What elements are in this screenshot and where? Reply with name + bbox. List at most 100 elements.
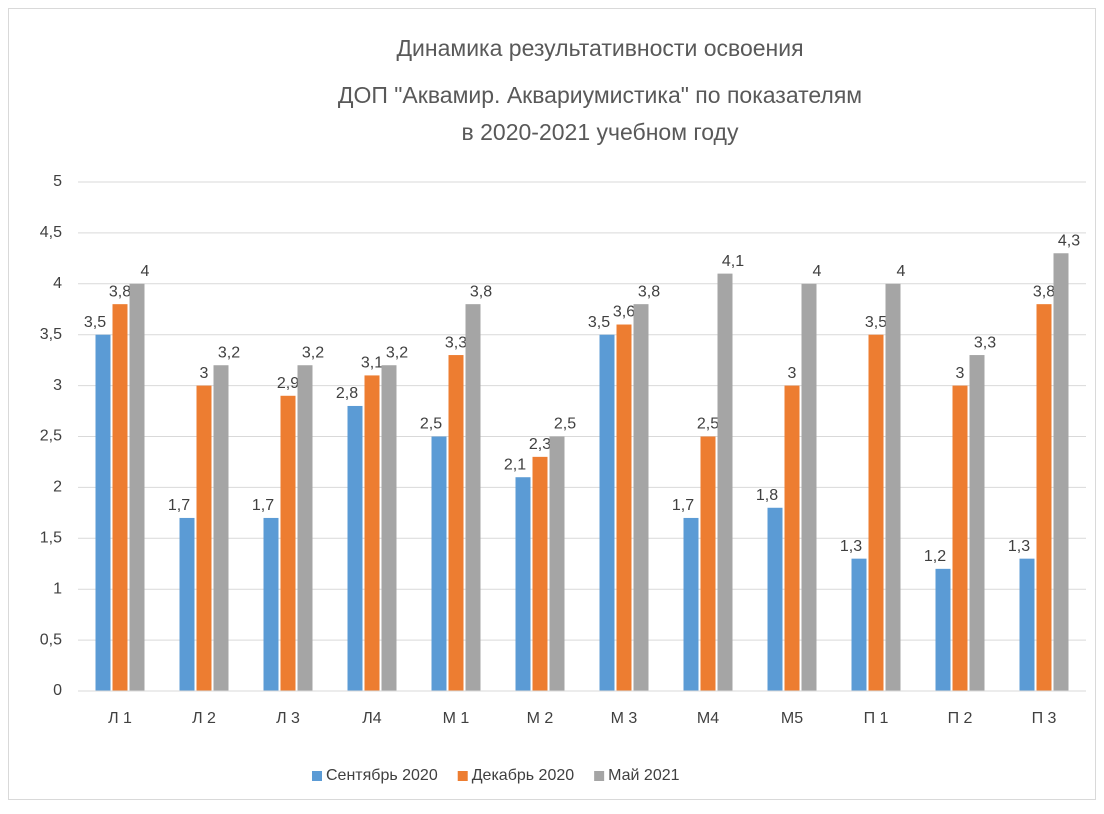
y-tick-label: 2 bbox=[53, 479, 62, 496]
bar bbox=[549, 436, 565, 691]
data-label: 1,7 bbox=[168, 497, 190, 514]
data-label: 3,5 bbox=[84, 314, 106, 331]
data-label: 3,3 bbox=[445, 334, 467, 351]
bar bbox=[213, 365, 229, 691]
legend-swatch bbox=[312, 771, 322, 781]
bar bbox=[599, 334, 615, 691]
bar bbox=[112, 304, 128, 691]
x-tick-label: Л4 bbox=[362, 710, 382, 727]
data-label: 2,1 bbox=[504, 456, 526, 473]
y-tick-label: 0,5 bbox=[40, 631, 62, 648]
x-tick-label: М 3 bbox=[611, 710, 638, 727]
legend-swatch bbox=[594, 771, 605, 781]
bar bbox=[935, 568, 951, 691]
legend-swatch bbox=[457, 771, 468, 781]
data-label: 3,2 bbox=[302, 344, 324, 361]
data-label: 3 bbox=[956, 365, 965, 382]
data-label: 3,2 bbox=[218, 344, 240, 361]
bar bbox=[129, 283, 145, 691]
x-tick-label: П 2 bbox=[948, 710, 973, 727]
x-tick-label: Л 2 bbox=[192, 710, 216, 727]
data-label: 1,3 bbox=[1008, 538, 1030, 555]
y-tick-label: 1,5 bbox=[40, 530, 62, 547]
x-tick-label: М4 bbox=[697, 710, 719, 727]
bar bbox=[700, 436, 716, 691]
chart-title: Динамика результативности освоения bbox=[396, 35, 803, 61]
data-label: 3,2 bbox=[386, 344, 408, 361]
bar bbox=[885, 283, 901, 691]
bar bbox=[633, 304, 649, 691]
data-label: 2,9 bbox=[277, 375, 299, 392]
data-label: 4,1 bbox=[722, 253, 744, 270]
data-label: 1,7 bbox=[672, 497, 694, 514]
data-label: 3,6 bbox=[613, 304, 635, 321]
legend-label: Май 2021 bbox=[608, 767, 679, 784]
data-label: 1,8 bbox=[756, 487, 778, 504]
bar bbox=[717, 273, 733, 691]
bar bbox=[784, 385, 800, 691]
bar bbox=[95, 334, 111, 691]
bar bbox=[381, 365, 397, 691]
data-label: 2,8 bbox=[336, 385, 358, 402]
y-tick-label: 5 bbox=[53, 173, 62, 190]
data-label: 3,8 bbox=[109, 283, 131, 300]
legend-label: Декабрь 2020 bbox=[472, 767, 575, 784]
data-label: 3,8 bbox=[1033, 283, 1055, 300]
x-tick-label: П 3 bbox=[1032, 710, 1057, 727]
y-tick-label: 0 bbox=[53, 682, 62, 699]
bar bbox=[801, 283, 817, 691]
y-tick-label: 1 bbox=[53, 580, 62, 597]
x-tick-label: М 1 bbox=[443, 710, 470, 727]
bar bbox=[448, 355, 464, 691]
bar bbox=[952, 385, 968, 691]
data-label: 1,7 bbox=[252, 497, 274, 514]
bar bbox=[683, 517, 699, 691]
bar bbox=[767, 507, 783, 691]
data-label: 1,3 bbox=[840, 538, 862, 555]
data-label: 4 bbox=[813, 263, 822, 280]
data-label: 4,3 bbox=[1058, 232, 1080, 249]
data-label: 3,8 bbox=[470, 283, 492, 300]
bar bbox=[616, 324, 632, 691]
bar bbox=[431, 436, 447, 691]
legend-label: Сентябрь 2020 bbox=[326, 767, 438, 784]
data-label: 3 bbox=[200, 365, 209, 382]
bar bbox=[465, 304, 481, 691]
y-tick-label: 4,5 bbox=[40, 224, 62, 241]
x-tick-label: М5 bbox=[781, 710, 803, 727]
bar bbox=[263, 517, 279, 691]
bar bbox=[179, 517, 195, 691]
data-label: 3,1 bbox=[361, 355, 383, 372]
data-label: 1,2 bbox=[924, 548, 946, 565]
x-tick-label: Л 3 bbox=[276, 710, 300, 727]
data-label: 3 bbox=[788, 365, 797, 382]
bar bbox=[532, 456, 548, 691]
bar bbox=[1036, 304, 1052, 691]
y-tick-label: 3 bbox=[53, 377, 62, 394]
x-tick-label: П 1 bbox=[864, 710, 889, 727]
chart-title: ДОП "Аквамир. Аквариумистика" по показат… bbox=[338, 82, 862, 108]
bar bbox=[868, 334, 884, 691]
bar bbox=[297, 365, 313, 691]
data-label: 2,5 bbox=[420, 416, 442, 433]
data-label: 3,3 bbox=[974, 334, 996, 351]
bar bbox=[969, 355, 985, 691]
data-label: 3,8 bbox=[638, 283, 660, 300]
data-label: 3,5 bbox=[865, 314, 887, 331]
bar bbox=[515, 477, 531, 691]
data-label: 4 bbox=[141, 263, 150, 280]
data-label: 2,5 bbox=[697, 416, 719, 433]
y-tick-label: 4 bbox=[53, 275, 62, 292]
bar bbox=[1019, 558, 1035, 691]
x-tick-label: Л 1 bbox=[108, 710, 132, 727]
x-tick-label: М 2 bbox=[527, 710, 554, 727]
data-label: 3,5 bbox=[588, 314, 610, 331]
bar bbox=[1053, 253, 1069, 691]
data-label: 2,3 bbox=[529, 436, 551, 453]
y-tick-label: 2,5 bbox=[40, 428, 62, 445]
bar bbox=[364, 375, 380, 691]
bar bbox=[851, 558, 867, 691]
y-tick-label: 3,5 bbox=[40, 326, 62, 343]
data-label: 2,5 bbox=[554, 416, 576, 433]
